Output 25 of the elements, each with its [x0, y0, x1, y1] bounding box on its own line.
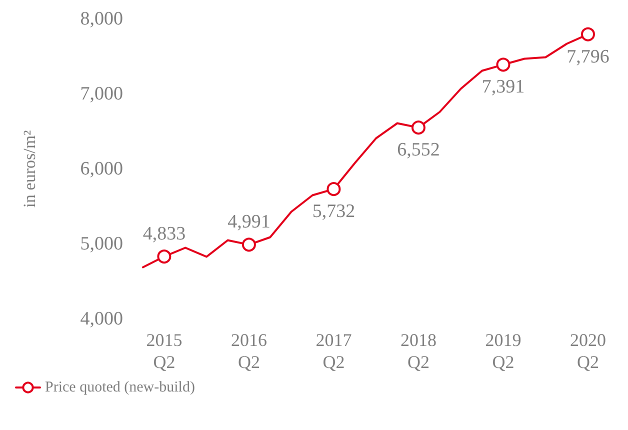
- data-label: 6,552: [397, 140, 440, 161]
- data-label: 7,796: [566, 46, 610, 68]
- x-tick-label: 2017 Q2: [316, 330, 352, 372]
- data-label: 4,991: [228, 212, 270, 233]
- y-tick-label: 4,000: [80, 308, 123, 330]
- legend-label: Price quoted (new-build): [45, 380, 195, 396]
- y-tick-label: 6,000: [80, 158, 123, 180]
- point: [496, 58, 510, 72]
- y-tick-label: 7,000: [80, 84, 123, 104]
- data-label: 4,833: [142, 224, 186, 245]
- y-axis-title: in euros/m²: [20, 130, 39, 208]
- point: [581, 27, 595, 42]
- point: [157, 250, 172, 264]
- point: [242, 238, 256, 252]
- x-tick-label: 2015 Q2: [146, 330, 182, 372]
- x-tick-label: 2020 Q2: [570, 330, 606, 372]
- y-tick-label: 8,000: [80, 8, 123, 30]
- x-tick-label: 2018 Q2: [400, 330, 436, 372]
- x-tick-label: 2016 Q2: [230, 330, 267, 372]
- x-tick-label: 2019 Q2: [485, 330, 522, 372]
- data-label: 5,732: [312, 201, 356, 222]
- y-tick-label: 5,000: [80, 234, 123, 254]
- point: [411, 120, 426, 135]
- point: [326, 182, 341, 196]
- data-label: 7,391: [482, 76, 525, 98]
